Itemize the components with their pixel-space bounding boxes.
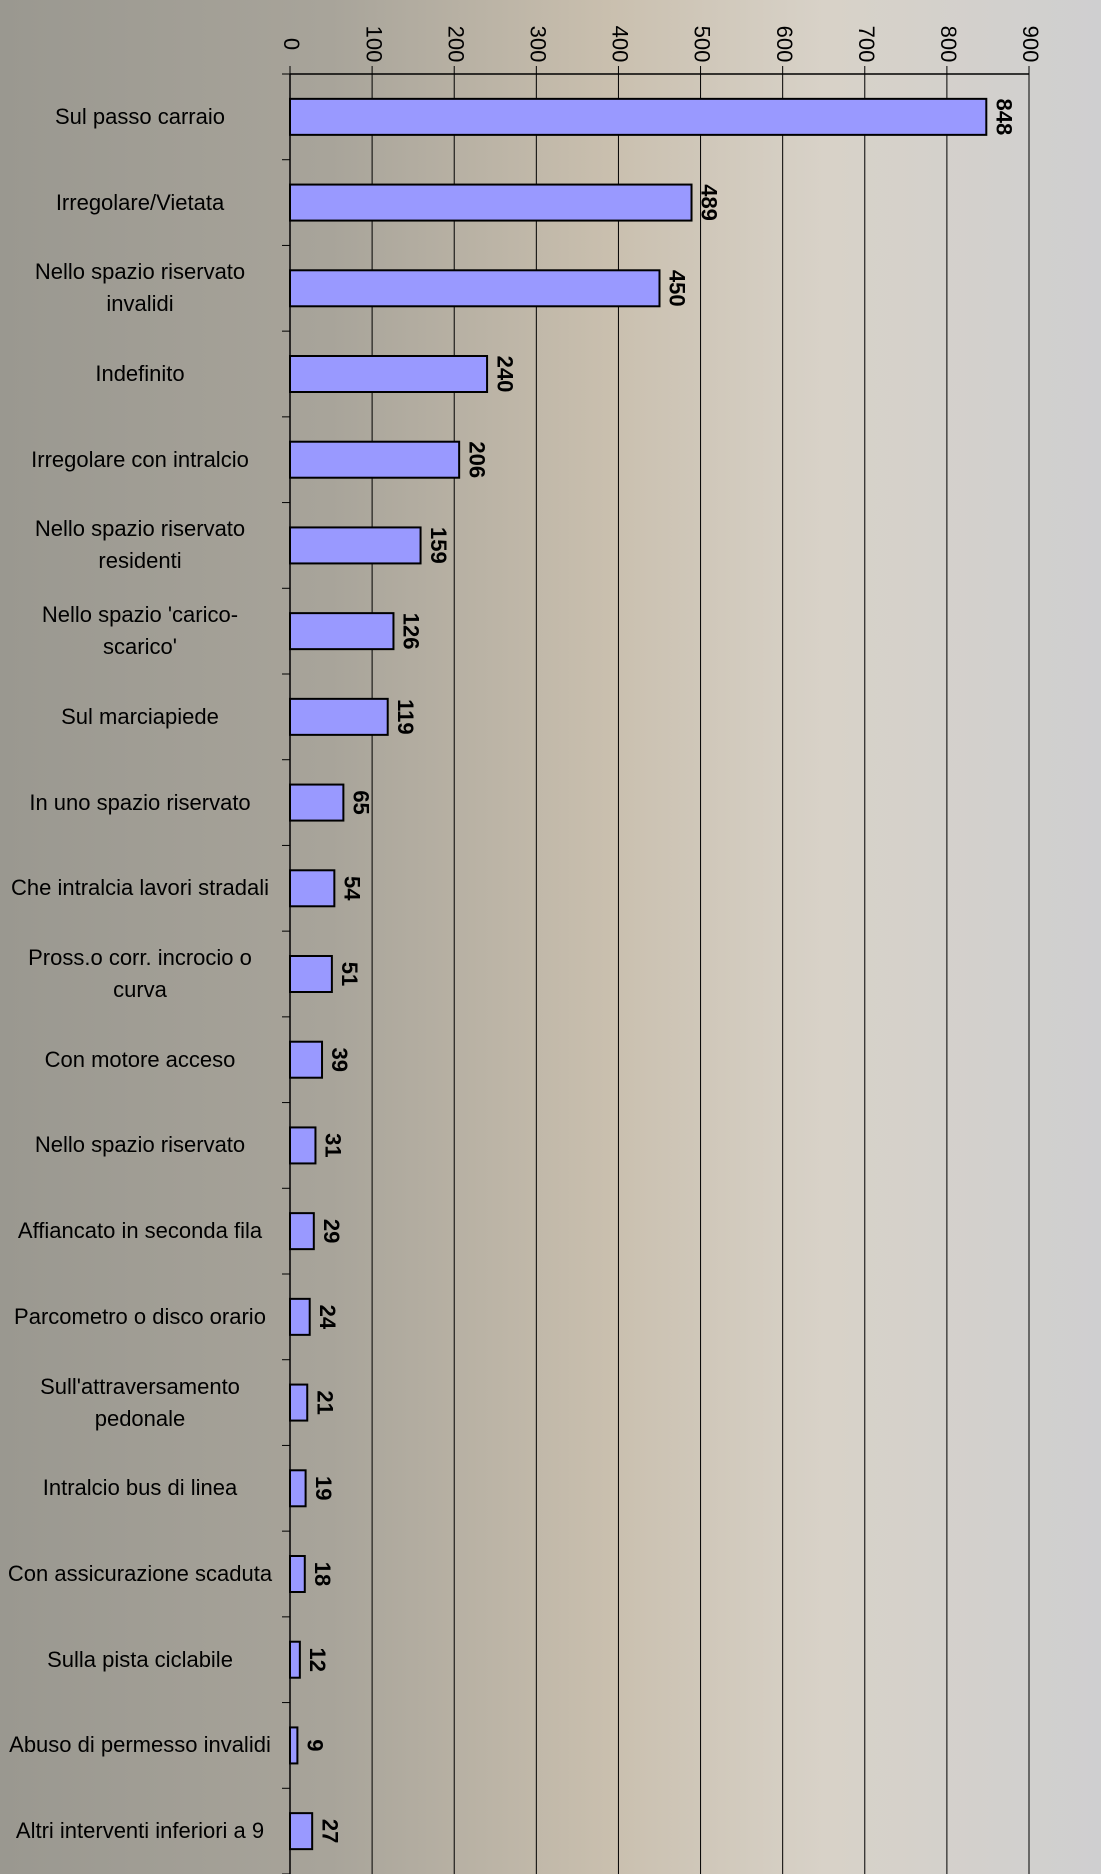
data-label: 450 xyxy=(665,270,690,307)
bar xyxy=(289,697,389,736)
data-label: 19 xyxy=(311,1476,336,1500)
x-tick-label: 800 xyxy=(936,26,961,63)
bar xyxy=(289,869,336,908)
bar xyxy=(289,440,461,479)
y-tick-label: Con assicurazione scaduta xyxy=(7,1561,273,1586)
y-tick-label: Sull'attraversamento pedonale xyxy=(40,1373,240,1431)
bar xyxy=(289,1640,301,1679)
data-label: 21 xyxy=(312,1390,337,1414)
data-label: 9 xyxy=(303,1739,328,1751)
bar xyxy=(289,97,988,136)
data-label: 39 xyxy=(327,1047,352,1071)
data-label: 65 xyxy=(349,790,374,814)
data-label: 489 xyxy=(697,184,722,221)
x-tick-label: 300 xyxy=(526,26,551,63)
y-tick-label: Indefinito xyxy=(95,361,185,386)
bar xyxy=(289,1469,307,1508)
x-tick-label: 600 xyxy=(772,26,797,63)
y-tick-label: Intralcio bus di linea xyxy=(42,1475,238,1501)
x-tick-label: 500 xyxy=(690,26,715,63)
data-label: 848 xyxy=(991,98,1016,135)
y-tick-label: Altri interventi inferiori a 9 xyxy=(15,1818,265,1844)
bar xyxy=(289,355,489,393)
x-tick-label: 100 xyxy=(361,26,386,63)
data-label: 12 xyxy=(305,1647,330,1671)
y-tick-label: Nello spazio riservato invalidi xyxy=(34,259,246,317)
x-tick-label: 0 xyxy=(279,38,304,50)
y-tick-label: Sulla pista ciclabile xyxy=(47,1646,233,1672)
data-label: 159 xyxy=(426,527,451,564)
data-label: 240 xyxy=(492,356,517,393)
bar xyxy=(289,1383,309,1422)
y-tick-label: Abuso di permesso invalidi xyxy=(9,1732,271,1758)
y-tick-label: Irregolare con intralcio xyxy=(31,446,249,472)
data-label: 126 xyxy=(399,613,424,650)
data-label: 206 xyxy=(464,441,489,478)
y-tick-label: Nello spazio riservato xyxy=(34,1132,246,1158)
y-tick-label: Pross.o corr. incrocio o curva xyxy=(28,945,252,1002)
bar xyxy=(289,1555,306,1593)
data-label: 51 xyxy=(337,962,362,986)
y-tick-label: Affiancato in seconda fila xyxy=(17,1218,263,1244)
x-tick-label: 900 xyxy=(1018,26,1043,63)
data-label: 119 xyxy=(393,699,418,735)
x-tick-label: 700 xyxy=(854,26,879,63)
bar xyxy=(289,1212,315,1251)
bar xyxy=(289,1812,314,1851)
y-tick-label: Con motore acceso xyxy=(44,1046,236,1072)
x-tick-label: 200 xyxy=(443,26,468,63)
bar xyxy=(289,612,395,651)
data-label: 18 xyxy=(310,1562,335,1586)
y-tick-label: Che intralcia lavori stradali xyxy=(11,875,269,901)
bar xyxy=(289,269,661,308)
bar xyxy=(289,1297,311,1336)
bar xyxy=(289,526,422,565)
y-tick-label: Nello spazio riservato residenti xyxy=(34,516,246,574)
data-label: 27 xyxy=(317,1819,342,1843)
data-label: 24 xyxy=(315,1305,340,1330)
bar xyxy=(289,955,333,993)
y-tick-label: Parcometro o disco orario xyxy=(14,1303,266,1329)
x-tick-label: 400 xyxy=(608,26,633,63)
data-label: 31 xyxy=(321,1133,346,1157)
y-tick-label: Irregolare/Vietata xyxy=(55,189,225,215)
y-tick-label: Sul passo carraio xyxy=(55,103,225,129)
data-label: 29 xyxy=(319,1219,344,1243)
y-tick-label: Sul marciapiede xyxy=(61,703,219,729)
y-tick-label: In uno spazio riservato xyxy=(29,789,251,815)
bar xyxy=(289,1726,299,1765)
y-tick-label: Nello spazio 'carico-scarico' xyxy=(41,602,239,660)
data-label: 54 xyxy=(340,876,365,901)
bar xyxy=(289,783,345,822)
bar xyxy=(289,1040,324,1079)
bar xyxy=(289,183,693,222)
bar xyxy=(289,1126,317,1165)
